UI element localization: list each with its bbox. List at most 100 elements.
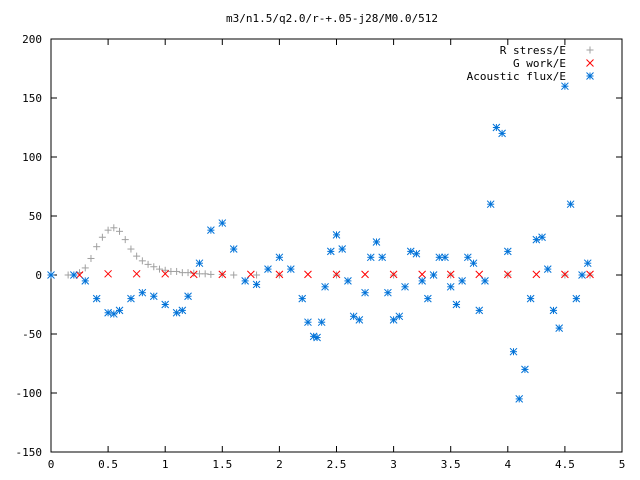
marker-stroke [572,294,581,303]
data-point [246,270,255,279]
data-point [241,277,249,285]
data-point [195,259,204,268]
y-tick-label: 150 [22,92,42,105]
marker-stroke [127,294,135,303]
axes [50,38,623,453]
data-point [218,270,227,279]
data-point [321,282,329,291]
data-point [469,259,478,268]
data-point [515,395,524,403]
data-point [458,277,466,285]
data-point [475,306,484,315]
marker-stroke [481,277,489,285]
y-tick-label: -50 [22,328,42,341]
marker-stroke [69,271,78,279]
data-point [155,265,163,273]
data-point [161,300,170,309]
data-point [189,270,198,279]
marker-stroke [218,270,227,279]
marker-stroke [503,270,512,279]
marker-stroke [338,245,347,253]
data-point [389,270,398,279]
data-point [184,292,192,301]
data-point [173,267,181,275]
data-point [384,288,392,297]
marker-stroke [503,247,512,256]
data-point [127,245,135,253]
data-point [184,269,192,277]
legend-label: Acoustic flux/E [467,70,566,83]
data-point [275,270,284,279]
marker-stroke [92,294,101,303]
marker-stroke [412,249,421,258]
marker-stroke [463,253,472,262]
y-tick-label: 200 [22,33,42,46]
data-point [332,231,341,239]
marker-stroke [309,332,318,341]
marker-stroke [47,271,55,279]
marker-stroke [578,271,586,279]
data-point [92,294,101,303]
series-1 [75,269,594,279]
data-point [275,253,284,262]
marker-stroke [389,315,398,324]
y-tick-label: 50 [29,210,42,223]
marker-stroke [366,253,375,262]
marker-stroke [586,72,594,80]
marker-stroke [252,280,261,289]
y-tick-label: 0 [35,269,42,282]
marker-stroke [229,245,238,253]
data-point [47,271,55,279]
y-tick-label: -150 [16,446,43,459]
data-point [98,233,106,241]
legend-marker [586,72,594,80]
marker-stroke [492,123,501,132]
marker-stroke [75,271,84,279]
marker-stroke [583,259,592,268]
data-point [338,245,347,253]
marker-stroke [469,259,478,268]
marker-stroke [418,270,427,279]
data-point [586,270,594,279]
data-point [110,224,118,232]
data-point [486,200,495,209]
data-point [578,271,586,279]
data-point [418,270,427,279]
legend-marker [586,59,594,67]
marker-stroke [521,365,529,374]
marker-stroke [361,288,369,297]
data-point [104,226,112,234]
data-point [481,277,489,285]
data-point [132,269,141,278]
data-point [207,270,215,278]
data-point [344,277,352,285]
marker-stroke [264,265,272,273]
series-2 [47,82,592,403]
data-point [532,270,541,279]
data-point [115,306,124,315]
marker-stroke [486,200,495,209]
data-point [138,257,146,265]
marker-stroke [441,253,449,262]
x-tick-label: 3 [390,458,397,471]
marker-stroke [317,318,326,327]
data-point [441,253,449,262]
marker-stroke [286,265,295,273]
data-point [87,254,95,262]
x-tick-label: 5 [619,458,626,471]
x-tick-label: 3.5 [441,458,461,471]
marker-stroke [355,315,364,324]
data-point [304,318,312,327]
marker-stroke [184,292,192,301]
data-point [475,270,484,279]
data-point [418,277,427,285]
marker-stroke [406,247,415,256]
marker-stroke [515,395,524,403]
data-point [526,294,535,303]
marker-stroke [275,253,284,262]
data-point [412,249,421,258]
data-point [561,270,569,279]
marker-stroke [241,277,249,285]
